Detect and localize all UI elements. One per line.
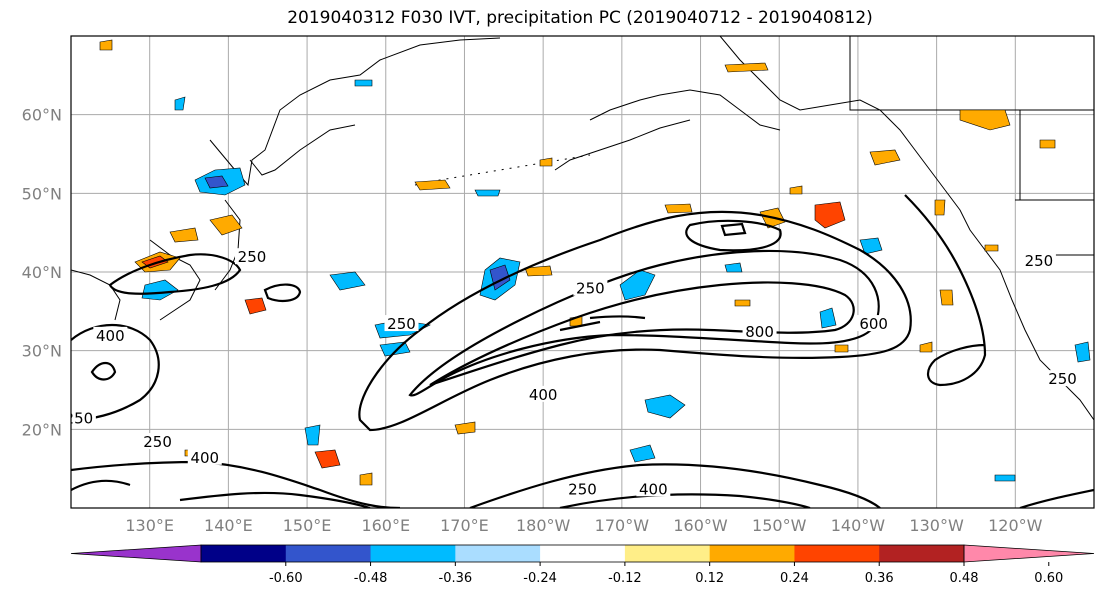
colorbar-tick-label: -0.48 <box>354 571 388 586</box>
contour-label-background <box>234 248 269 265</box>
colorbar-segment <box>201 545 287 562</box>
contour-label-background <box>384 315 419 332</box>
contour-label-background <box>526 385 561 402</box>
colorbar-segment <box>285 545 372 562</box>
longitude-label: 120°W <box>988 516 1043 535</box>
colorbar-tick-label: -0.12 <box>608 571 642 586</box>
contour-label: 250 <box>387 315 416 333</box>
contour-label: 250 <box>576 280 605 298</box>
contour-label: 250 <box>238 248 267 266</box>
contour-label-background <box>1045 370 1080 387</box>
colorbar-segment <box>370 545 456 562</box>
contour-label: 800 <box>745 323 774 341</box>
colorbar-tick-label: -0.36 <box>439 571 473 586</box>
contour-label-background <box>71 409 96 426</box>
contour-label: 250 <box>65 409 94 427</box>
colorbar-extend-max <box>963 544 1095 563</box>
contour-label: 250 <box>1048 370 1077 388</box>
contour-label: 600 <box>859 315 888 333</box>
longitude-label: 130°W <box>909 516 964 535</box>
contour-labels: 250 250 250 400 250 250 400 400 800 600 250 250 250 4… <box>65 248 1080 498</box>
latitude-label: 30°N <box>22 342 62 361</box>
contour-label: 400 <box>96 327 125 345</box>
latitude-label: 40°N <box>22 263 62 282</box>
contour-label-background <box>1021 252 1056 269</box>
latitude-label: 50°N <box>22 184 62 203</box>
longitude-label: 180°W <box>516 516 571 535</box>
latitude-label: 20°N <box>22 420 62 439</box>
contour-label-background <box>856 315 891 332</box>
contour-label-background <box>742 322 777 339</box>
colorbar: -0.60 -0.48 -0.36 -0.24 -0.12 0.12 0.24 0.36 0.4… <box>70 544 1095 586</box>
longitude-label: 150°W <box>752 516 807 535</box>
map-frame <box>70 35 1095 509</box>
contour-label: 250 <box>143 433 172 451</box>
longitude-label: 130°E <box>125 516 174 535</box>
ivt-contours <box>71 194 1094 508</box>
contour-label-background <box>636 480 671 497</box>
colorbar-segment <box>709 545 795 562</box>
colorbar-segment <box>879 545 965 562</box>
colorbar-segment <box>540 545 626 562</box>
colorbar-segment <box>794 545 880 562</box>
contour-label-background <box>93 326 128 343</box>
latitude-labels: 60°N 50°N 40°N 30°N 20°N <box>22 106 62 440</box>
chart-title: 2019040312 F030 IVT, precipitation PC (2… <box>287 8 873 28</box>
colorbar-tick-label: 0.60 <box>1034 571 1063 586</box>
contour-label-background <box>565 480 600 497</box>
colorbar-segment <box>624 545 711 562</box>
colorbar-tick-label: -0.24 <box>523 571 557 586</box>
longitude-label: 160°E <box>361 516 410 535</box>
colorbar-tick-label: 0.24 <box>780 571 809 586</box>
longitude-label: 160°W <box>673 516 728 535</box>
colorbar-outline <box>200 544 965 563</box>
contour-label: 250 <box>568 480 597 498</box>
contour-label-background <box>187 448 222 465</box>
colorbar-tick-label: -0.60 <box>269 571 303 586</box>
colorbar-segment <box>455 545 541 562</box>
colorbar-tick-label: 0.36 <box>865 571 894 586</box>
longitude-label: 170°E <box>440 516 489 535</box>
colorbar-tick-label: 0.48 <box>950 571 979 586</box>
colorbar-extend-min <box>70 544 202 563</box>
colorbar-tick-label: 0.12 <box>695 571 724 586</box>
longitude-labels: 130°E 140°E 150°E 160°E 170°E 180°W 170°W 160°W… <box>125 516 1042 535</box>
longitude-label: 140°E <box>204 516 253 535</box>
contour-label: 250 <box>1025 252 1054 270</box>
contour-label-background <box>140 433 175 450</box>
contour-label: 400 <box>190 449 219 467</box>
contour-label-background <box>573 279 608 296</box>
latitude-label: 60°N <box>22 106 62 125</box>
longitude-label: 140°W <box>831 516 886 535</box>
longitude-label: 170°W <box>595 516 650 535</box>
contour-label: 400 <box>529 386 558 404</box>
longitude-label: 150°E <box>283 516 332 535</box>
contour-label: 400 <box>639 480 668 498</box>
